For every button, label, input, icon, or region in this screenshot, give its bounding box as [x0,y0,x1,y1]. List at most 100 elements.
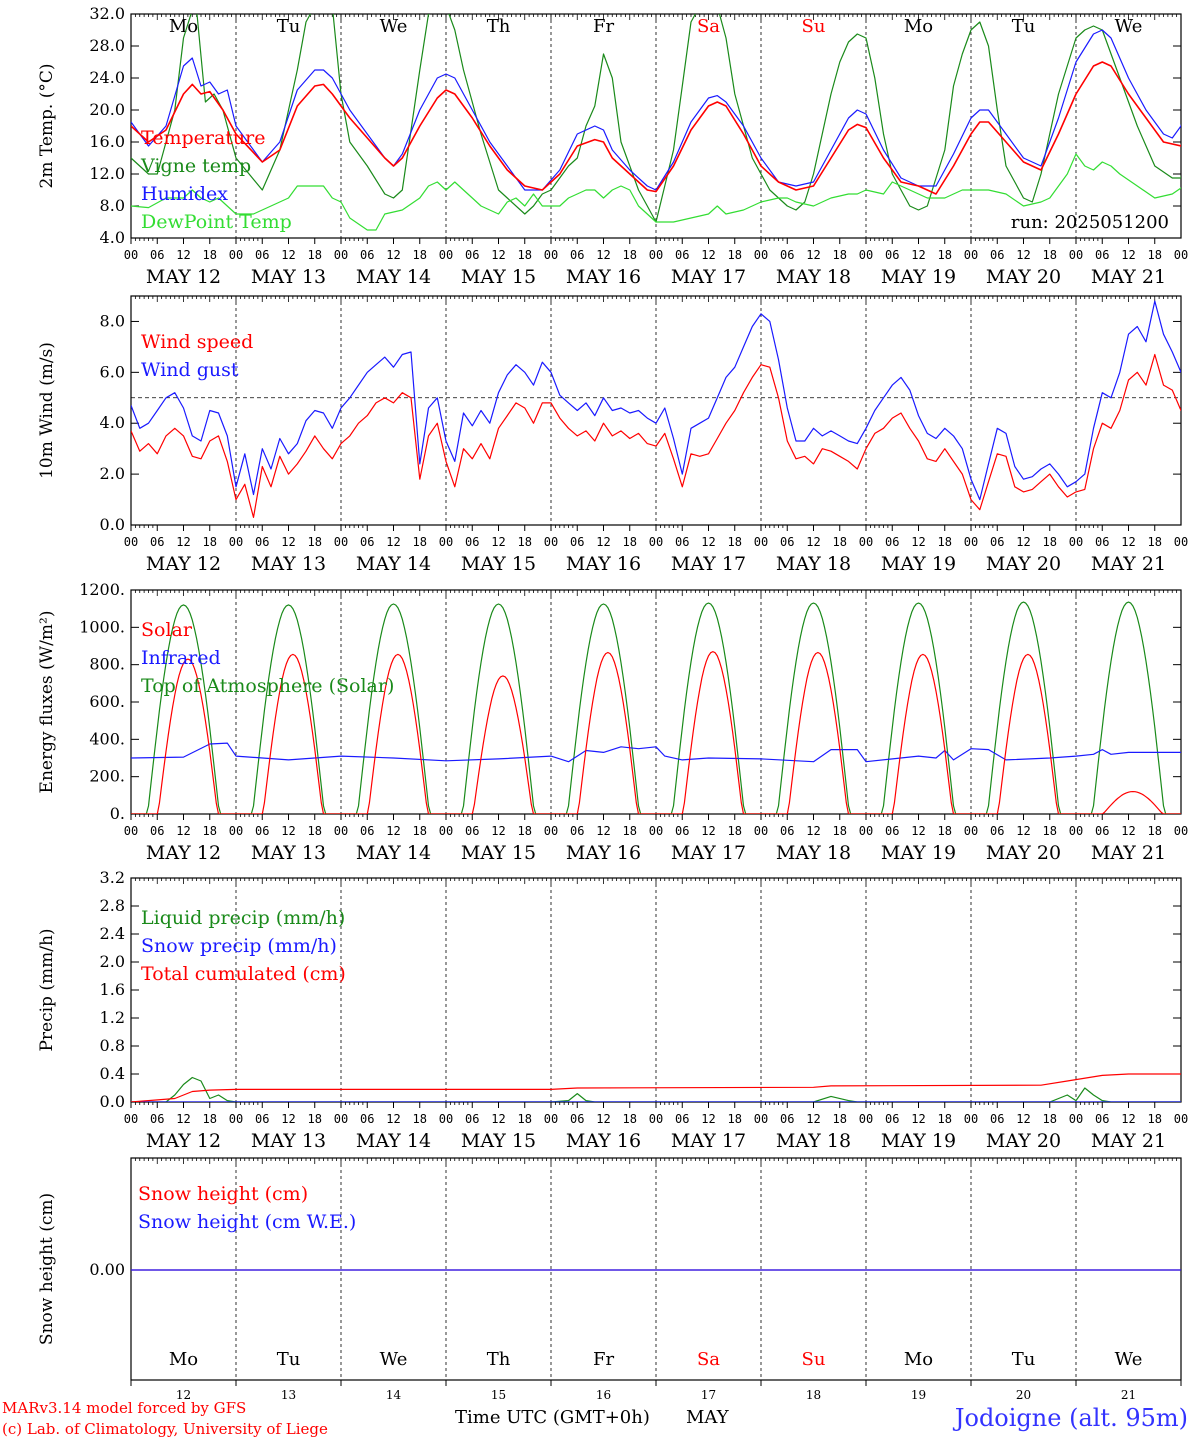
hour-label: 18 [413,248,427,262]
hour-label: 12 [806,824,820,838]
weekday-label: Tu [1012,16,1036,37]
weekday-label: Th [487,1349,511,1370]
legend-vigne-temp: Vigne temp [140,155,251,177]
weekday-label: We [1115,1349,1143,1370]
legend-dewpoint-temp: DewPoint Temp [141,211,292,233]
series-group [131,300,1181,519]
hour-label: 12 [386,248,400,262]
panel-wind: 0.0 2.0 4.0 6.0 8.0 10m Wind (m/s) 00 06 12 18 MAY… [37,295,1188,575]
date-label: MAY 17 [671,1130,746,1152]
hour-label: 18 [728,824,742,838]
weekday-label: Sa [697,1349,720,1370]
weekday-label: Sa [697,16,720,37]
hour-label: 06 [360,535,374,549]
y-tick-label: 0. [110,804,125,823]
hour-label: 00 [964,824,978,838]
hour-label: 00 [649,824,663,838]
hour-label: 18 [518,824,532,838]
hour-label: 18 [413,1112,427,1126]
hour-label: 12 [491,824,505,838]
hour-label: 12 [491,535,505,549]
hour-label: 00 [439,535,453,549]
hour-label: 00 [229,248,243,262]
weekday-label: We [1115,16,1143,37]
hour-label: 00 [544,248,558,262]
weekday-label: Tu [277,1349,301,1370]
hour-label: 06 [150,248,164,262]
hour-label: 06 [465,248,479,262]
hour-label: 00 [124,1112,138,1126]
series-top-of-atmosphere-solar [131,601,1181,814]
hour-label: 12 [491,248,505,262]
hour-label: 00 [1069,1112,1083,1126]
y-tick-label: 0.8 [100,1036,125,1055]
weekday-label: Mo [904,16,933,37]
day-number: 13 [281,1388,296,1402]
hour-label: 18 [1043,1112,1057,1126]
hour-label: 18 [1148,535,1162,549]
hour-label: 12 [1121,1112,1135,1126]
series-humidex [131,29,1181,191]
y-tick-label: 2.0 [100,464,125,483]
hour-label: 06 [990,535,1004,549]
series-liquid-precip-mm-h [131,1076,1181,1102]
y-axis-label: 10m Wind (m/s) [37,342,57,479]
hour-label: 06 [570,824,584,838]
hour-label: 18 [203,824,217,838]
date-label: MAY 16 [566,842,641,864]
legend-liquid-precip-mm-h: Liquid precip (mm/h) [141,907,345,929]
date-label: MAY 14 [356,266,431,288]
date-label: MAY 19 [881,553,956,575]
hour-label: 12 [1016,824,1030,838]
hour-label: 06 [360,248,374,262]
hour-label: 12 [1121,824,1135,838]
day-number: 18 [806,1388,821,1402]
legend-wind-speed: Wind speed [141,331,253,353]
hour-label: 12 [1016,535,1030,549]
y-tick-label: 0.0 [100,515,125,534]
hour-label: 18 [1043,824,1057,838]
date-label: MAY 16 [566,266,641,288]
hour-label: 18 [833,248,847,262]
hour-label: 00 [544,535,558,549]
series-vigne-temp [131,14,1181,223]
y-tick-label: 2.8 [100,896,125,915]
y-tick-label: 24.0 [89,68,125,87]
date-label: MAY 12 [146,553,221,575]
hour-label: 00 [334,248,348,262]
date-label: MAY 13 [251,1130,326,1152]
hour-label: 00 [439,1112,453,1126]
hour-label: 06 [1095,1112,1109,1126]
y-axis-label: 2m Temp. (°C) [37,63,57,188]
series-total-cumulated-cm [131,1073,1181,1102]
legend-wind-gust: Wind gust [141,359,239,381]
hour-label: 00 [964,248,978,262]
hour-label: 12 [281,535,295,549]
hour-label: 06 [360,1112,374,1126]
hour-label: 00 [1069,248,1083,262]
date-label: MAY 17 [671,266,746,288]
weekday-label: Mo [169,16,198,37]
y-tick-label: 16.0 [89,132,125,151]
x-axis-month: MAY [686,1407,730,1428]
hour-label: 00 [964,535,978,549]
day-number: 20 [1016,1388,1031,1402]
hour-label: 12 [176,535,190,549]
series-wind-gust [131,300,1181,501]
weekday-label: Su [802,16,826,37]
hour-label: 00 [754,535,768,549]
hour-label: 00 [334,1112,348,1126]
hour-label: 06 [780,824,794,838]
date-label: MAY 12 [146,842,221,864]
hour-label: 12 [596,1112,610,1126]
date-label: MAY 21 [1091,553,1166,575]
hour-label: 12 [806,248,820,262]
date-label: MAY 20 [986,553,1061,575]
hour-label: 00 [124,535,138,549]
date-label: MAY 18 [776,553,851,575]
series-temperature [131,61,1181,195]
hour-label: 12 [176,824,190,838]
legend-solar: Solar [141,619,193,641]
y-tick-label: 0.0 [100,1092,125,1111]
panel-temp: 4.0 8.0 12.0 16.0 20.0 24.0 28.0 32.0 2m Temp. (… [37,4,1188,288]
